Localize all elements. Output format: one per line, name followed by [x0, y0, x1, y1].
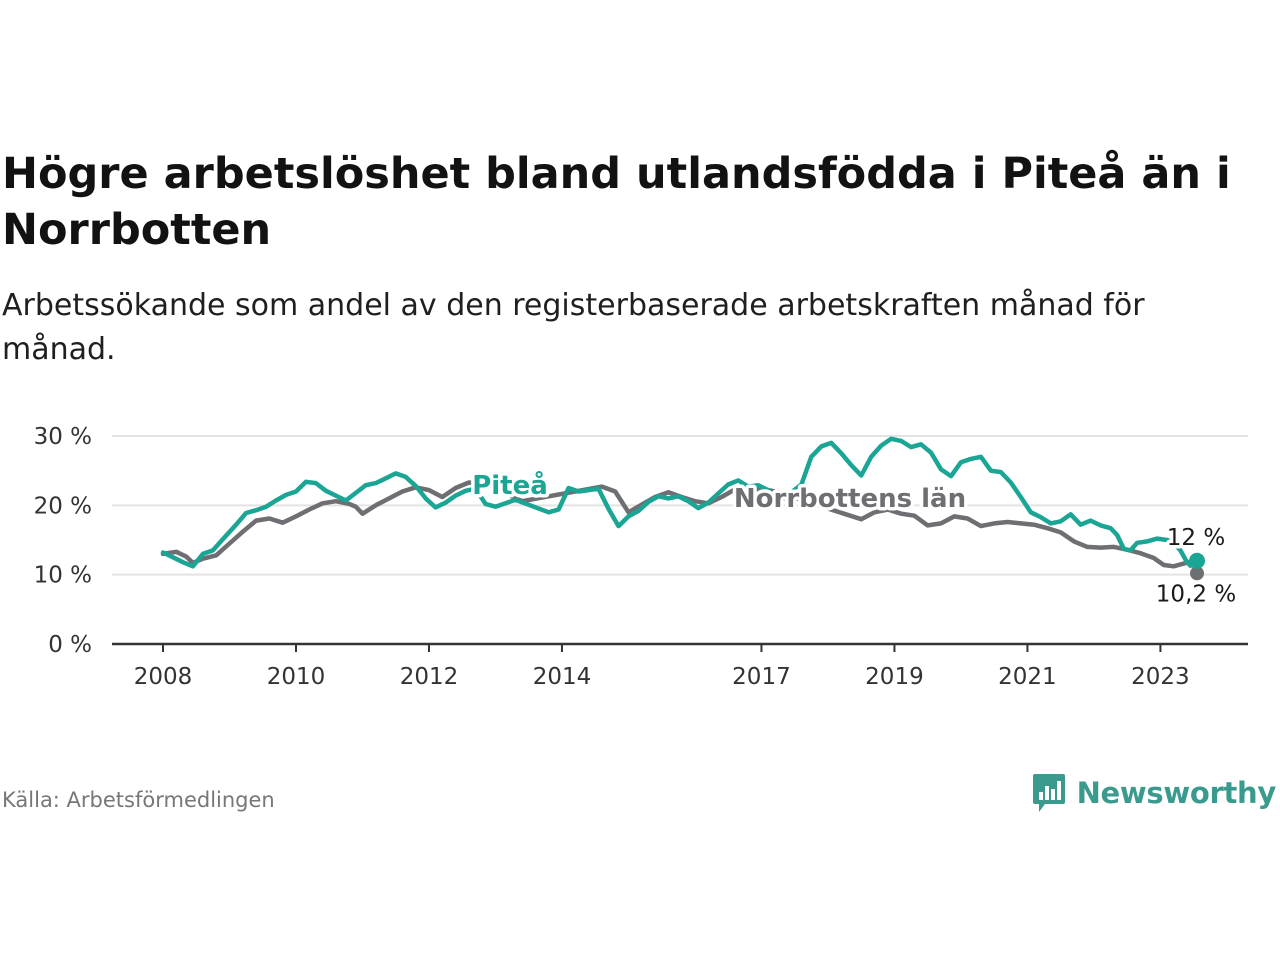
y-axis-ticks: 0 % 10 % 20 % 30 % — [34, 424, 92, 658]
x-tick-label: 2010 — [267, 664, 326, 690]
series-labels: Piteå Norrbottens län 12 % 10,2 % — [469, 466, 1240, 611]
grid-lines — [112, 435, 1248, 576]
y-tick-label: 30 % — [34, 424, 92, 450]
pitea-line — [160, 436, 1200, 569]
y-tick-label: 20 % — [34, 493, 92, 519]
y-tick-label: 0 % — [48, 632, 92, 658]
x-tick-label: 2019 — [865, 664, 924, 690]
brand-name: Newsworthy — [1076, 776, 1277, 810]
series-lines — [160, 436, 1200, 576]
line-chart: 0 % 10 % 20 % 30 % Piteå Norrbottens län 12 %… — [34, 424, 1248, 690]
x-tick-label: 2012 — [400, 664, 459, 690]
source-note: Källa: Arbetsförmedlingen — [2, 788, 275, 812]
norrbotten-series-label: Norrbottens län — [734, 484, 966, 514]
x-tick-label: 2021 — [998, 664, 1057, 690]
x-axis-ticks: 2008 2010 2012 2014 2017 2019 2021 2023 — [134, 644, 1190, 690]
chart-title: Högre arbetslöshet bland utlandsfödda i … — [2, 149, 1231, 255]
x-tick-label: 2023 — [1131, 664, 1190, 690]
newsworthy-logo[interactable]: Newsworthy — [1031, 772, 1276, 814]
x-tick-label: 2014 — [533, 664, 592, 690]
norrbotten-end-marker — [1190, 566, 1204, 581]
pitea-end-marker — [1189, 552, 1205, 569]
y-tick-label: 10 % — [34, 563, 92, 589]
norrbotten-end-label: 10,2 % — [1156, 581, 1236, 607]
x-tick-label: 2008 — [134, 664, 193, 690]
pitea-end-label: 12 % — [1167, 525, 1225, 551]
bar-chart-icon — [1032, 774, 1065, 812]
chart-subtitle: Arbetssökande som andel av den registerb… — [2, 288, 1145, 367]
pitea-series-label: Piteå — [472, 469, 548, 501]
x-tick-label: 2017 — [732, 664, 791, 690]
